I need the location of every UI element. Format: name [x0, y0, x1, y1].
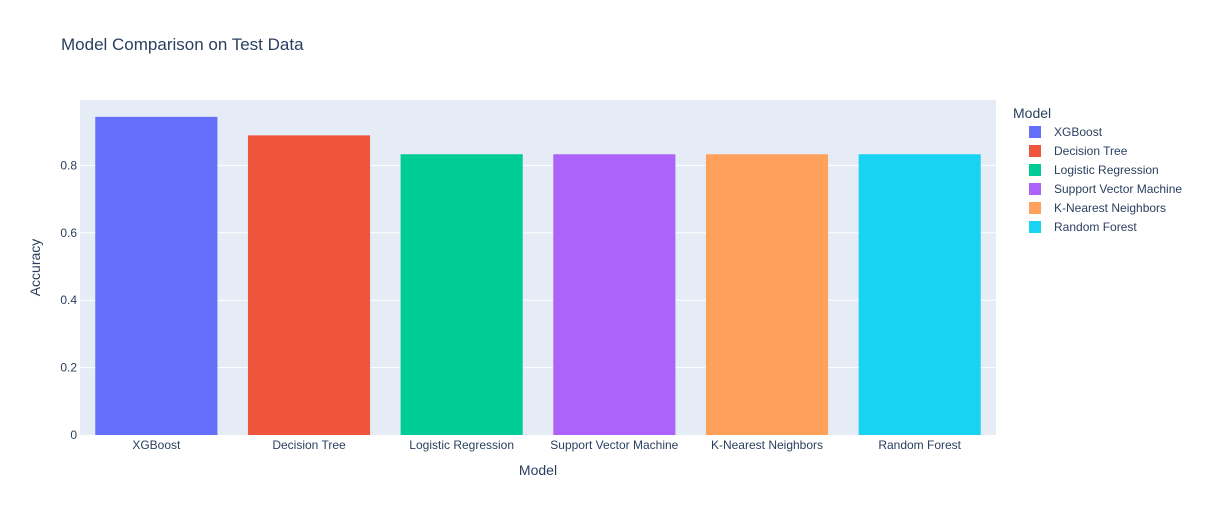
legend: Model XGBoost Decision Tree Logistic Regre… — [1013, 105, 1182, 234]
x-tick-label: Logistic Regression — [409, 438, 514, 452]
legend-swatch[interactable] — [1029, 145, 1041, 157]
x-axis-ticks: XGBoost Decision Tree Logistic Regression S… — [132, 438, 961, 452]
bar-k-nearest-neighbors[interactable] — [705, 154, 829, 435]
legend-label[interactable]: Logistic Regression — [1054, 163, 1159, 177]
bar-decision-tree[interactable] — [247, 135, 371, 435]
legend-title: Model — [1013, 105, 1051, 121]
bar-support-vector-machine[interactable] — [553, 154, 676, 435]
x-tick-label: K-Nearest Neighbors — [711, 438, 823, 452]
bar-logistic-regression[interactable] — [400, 154, 523, 435]
legend-label[interactable]: Random Forest — [1054, 220, 1137, 234]
x-axis-title: Model — [519, 462, 557, 478]
y-tick-label: 0.2 — [60, 361, 77, 375]
legend-label[interactable]: XGBoost — [1054, 125, 1103, 139]
bars — [95, 116, 981, 435]
bar-xgboost[interactable] — [95, 116, 218, 435]
legend-label[interactable]: Decision Tree — [1054, 144, 1128, 158]
legend-swatch[interactable] — [1029, 202, 1041, 214]
legend-label[interactable]: K-Nearest Neighbors — [1054, 201, 1166, 215]
x-tick-label: XGBoost — [132, 438, 181, 452]
y-tick-label: 0 — [70, 428, 77, 442]
y-tick-label: 0.6 — [60, 226, 77, 240]
x-tick-label: Support Vector Machine — [550, 438, 678, 452]
y-axis-ticks: 0 0.2 0.4 0.6 0.8 — [60, 158, 77, 442]
legend-label[interactable]: Support Vector Machine — [1054, 182, 1182, 196]
y-axis-title: Accuracy — [27, 239, 43, 297]
legend-swatch[interactable] — [1029, 183, 1041, 195]
x-tick-label: Decision Tree — [272, 438, 346, 452]
x-tick-label: Random Forest — [878, 438, 961, 452]
y-tick-label: 0.8 — [60, 158, 77, 172]
grid-lines — [80, 164, 996, 369]
legend-swatch[interactable] — [1029, 164, 1041, 176]
bar-random-forest[interactable] — [858, 154, 981, 435]
y-tick-label: 0.4 — [60, 293, 77, 307]
legend-swatch[interactable] — [1029, 221, 1041, 233]
plot-area — [80, 100, 996, 435]
chart-title: Model Comparison on Test Data — [61, 35, 304, 54]
legend-swatch[interactable] — [1029, 126, 1041, 138]
